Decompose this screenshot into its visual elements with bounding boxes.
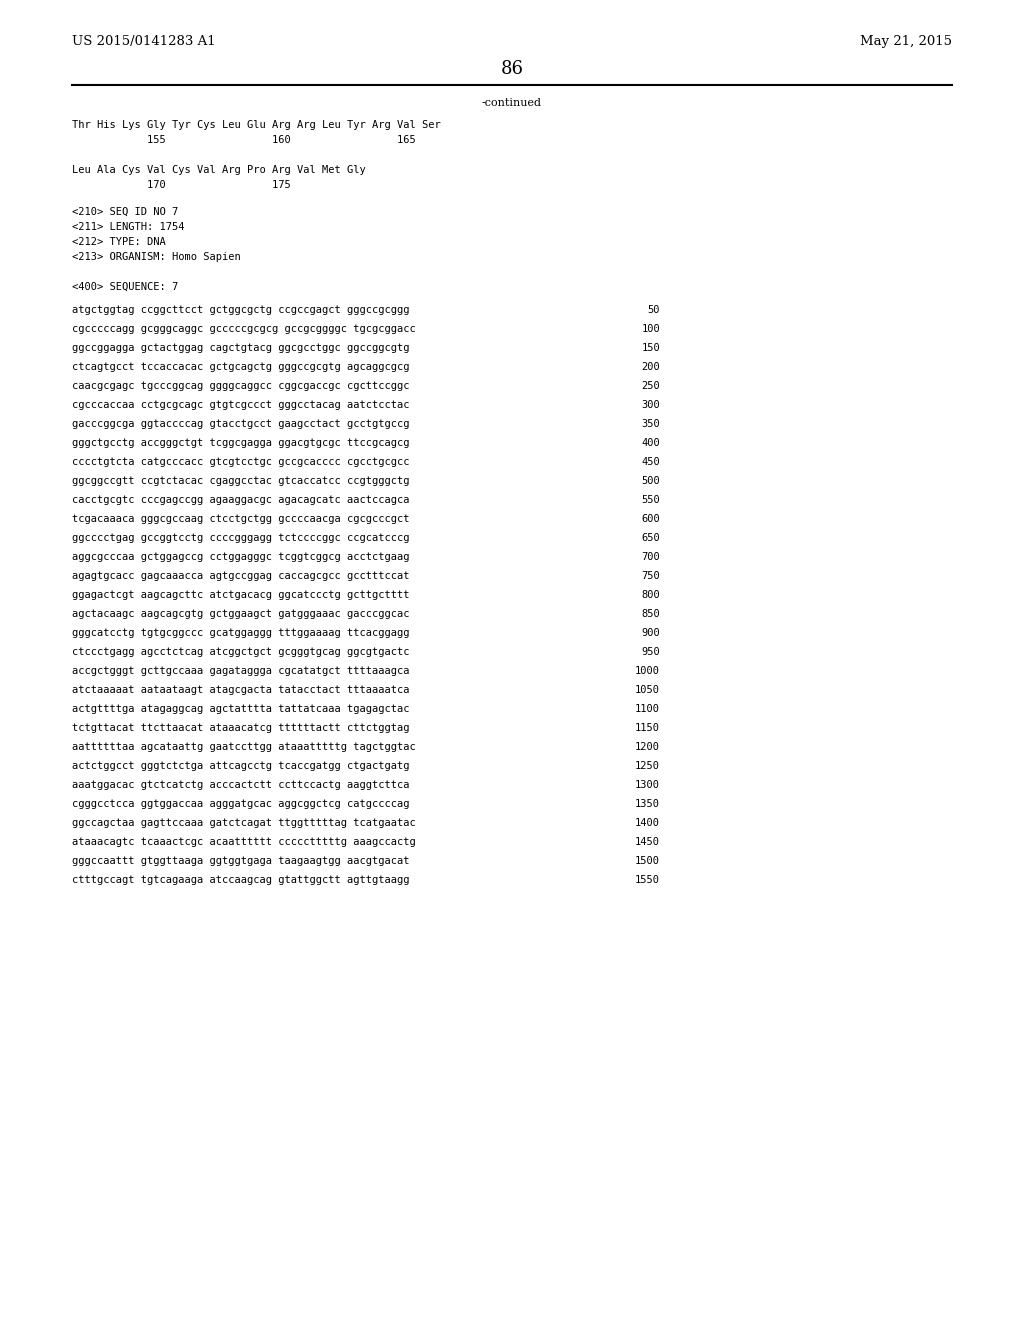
Text: 1200: 1200: [635, 742, 660, 752]
Text: 170                 175: 170 175: [72, 180, 291, 190]
Text: actgttttga atagaggcag agctatttta tattatcaaa tgagagctac: actgttttga atagaggcag agctatttta tattatc…: [72, 704, 410, 714]
Text: tctgttacat ttcttaacat ataaacatcg ttttttactt cttctggtag: tctgttacat ttcttaacat ataaacatcg tttttta…: [72, 723, 410, 733]
Text: 650: 650: [641, 533, 660, 543]
Text: 1100: 1100: [635, 704, 660, 714]
Text: 800: 800: [641, 590, 660, 601]
Text: <400> SEQUENCE: 7: <400> SEQUENCE: 7: [72, 282, 178, 292]
Text: 100: 100: [641, 323, 660, 334]
Text: actctggcct gggtctctga attcagcctg tcaccgatgg ctgactgatg: actctggcct gggtctctga attcagcctg tcaccga…: [72, 762, 410, 771]
Text: 86: 86: [501, 59, 523, 78]
Text: gggctgcctg accgggctgt tcggcgagga ggacgtgcgc ttccgcagcg: gggctgcctg accgggctgt tcggcgagga ggacgtg…: [72, 438, 410, 447]
Text: caacgcgagc tgcccggcag ggggcaggcc cggcgaccgc cgcttccggc: caacgcgagc tgcccggcag ggggcaggcc cggcgac…: [72, 381, 410, 391]
Text: tcgacaaaca gggcgccaag ctcctgctgg gccccaacga cgcgcccgct: tcgacaaaca gggcgccaag ctcctgctgg gccccaa…: [72, 513, 410, 524]
Text: 155                 160                 165: 155 160 165: [72, 135, 416, 145]
Text: ggccggagga gctactggag cagctgtacg ggcgcctggc ggccggcgtg: ggccggagga gctactggag cagctgtacg ggcgcct…: [72, 343, 410, 352]
Text: ggagactcgt aagcagcttc atctgacacg ggcatccctg gcttgctttt: ggagactcgt aagcagcttc atctgacacg ggcatcc…: [72, 590, 410, 601]
Text: 1500: 1500: [635, 855, 660, 866]
Text: 1400: 1400: [635, 818, 660, 828]
Text: 1300: 1300: [635, 780, 660, 789]
Text: aggcgcccaa gctggagccg cctggagggc tcggtcggcg acctctgaag: aggcgcccaa gctggagccg cctggagggc tcggtcg…: [72, 552, 410, 562]
Text: cccctgtcta catgcccacc gtcgtcctgc gccgcacccc cgcctgcgcc: cccctgtcta catgcccacc gtcgtcctgc gccgcac…: [72, 457, 410, 467]
Text: cgcccccagg gcgggcaggc gcccccgcgcg gccgcggggc tgcgcggacc: cgcccccagg gcgggcaggc gcccccgcgcg gccgcg…: [72, 323, 416, 334]
Text: <211> LENGTH: 1754: <211> LENGTH: 1754: [72, 222, 184, 232]
Text: <213> ORGANISM: Homo Sapien: <213> ORGANISM: Homo Sapien: [72, 252, 241, 261]
Text: 1150: 1150: [635, 723, 660, 733]
Text: ggcccctgag gccggtcctg ccccgggagg tctccccggc ccgcatcccg: ggcccctgag gccggtcctg ccccgggagg tctcccc…: [72, 533, 410, 543]
Text: accgctgggt gcttgccaaa gagataggga cgcatatgct ttttaaagca: accgctgggt gcttgccaaa gagataggga cgcatat…: [72, 667, 410, 676]
Text: 600: 600: [641, 513, 660, 524]
Text: ctccctgagg agcctctcag atcggctgct gcgggtgcag ggcgtgactc: ctccctgagg agcctctcag atcggctgct gcgggtg…: [72, 647, 410, 657]
Text: US 2015/0141283 A1: US 2015/0141283 A1: [72, 36, 216, 48]
Text: May 21, 2015: May 21, 2015: [860, 36, 952, 48]
Text: gggcatcctg tgtgcggccc gcatggaggg tttggaaaag ttcacggagg: gggcatcctg tgtgcggccc gcatggaggg tttggaa…: [72, 628, 410, 638]
Text: cgggcctcca ggtggaccaa agggatgcac aggcggctcg catgccccag: cgggcctcca ggtggaccaa agggatgcac aggcggc…: [72, 799, 410, 809]
Text: 500: 500: [641, 477, 660, 486]
Text: -continued: -continued: [482, 98, 542, 108]
Text: 1350: 1350: [635, 799, 660, 809]
Text: 50: 50: [647, 305, 660, 315]
Text: atgctggtag ccggcttcct gctggcgctg ccgccgagct gggccgcggg: atgctggtag ccggcttcct gctggcgctg ccgccga…: [72, 305, 410, 315]
Text: 750: 750: [641, 572, 660, 581]
Text: 700: 700: [641, 552, 660, 562]
Text: 900: 900: [641, 628, 660, 638]
Text: 550: 550: [641, 495, 660, 506]
Text: ggcggccgtt ccgtctacac cgaggcctac gtcaccatcc ccgtgggctg: ggcggccgtt ccgtctacac cgaggcctac gtcacca…: [72, 477, 410, 486]
Text: 1450: 1450: [635, 837, 660, 847]
Text: agctacaagc aagcagcgtg gctggaagct gatgggaaac gacccggcac: agctacaagc aagcagcgtg gctggaagct gatggga…: [72, 609, 410, 619]
Text: 850: 850: [641, 609, 660, 619]
Text: <212> TYPE: DNA: <212> TYPE: DNA: [72, 238, 166, 247]
Text: 350: 350: [641, 418, 660, 429]
Text: agagtgcacc gagcaaacca agtgccggag caccagcgcc gcctttccat: agagtgcacc gagcaaacca agtgccggag caccagc…: [72, 572, 410, 581]
Text: cacctgcgtc cccgagccgg agaaggacgc agacagcatc aactccagca: cacctgcgtc cccgagccgg agaaggacgc agacagc…: [72, 495, 410, 506]
Text: cgcccaccaa cctgcgcagc gtgtcgccct gggcctacag aatctcctac: cgcccaccaa cctgcgcagc gtgtcgccct gggccta…: [72, 400, 410, 411]
Text: 1050: 1050: [635, 685, 660, 696]
Text: 400: 400: [641, 438, 660, 447]
Text: gggccaattt gtggttaaga ggtggtgaga taagaagtgg aacgtgacat: gggccaattt gtggttaaga ggtggtgaga taagaag…: [72, 855, 410, 866]
Text: aattttttaa agcataattg gaatccttgg ataaatttttg tagctggtac: aattttttaa agcataattg gaatccttgg ataaatt…: [72, 742, 416, 752]
Text: 250: 250: [641, 381, 660, 391]
Text: 300: 300: [641, 400, 660, 411]
Text: 1550: 1550: [635, 875, 660, 884]
Text: aaatggacac gtctcatctg acccactctt ccttccactg aaggtcttca: aaatggacac gtctcatctg acccactctt ccttcca…: [72, 780, 410, 789]
Text: ctttgccagt tgtcagaaga atccaagcag gtattggctt agttgtaagg: ctttgccagt tgtcagaaga atccaagcag gtattgg…: [72, 875, 410, 884]
Text: 150: 150: [641, 343, 660, 352]
Text: 1000: 1000: [635, 667, 660, 676]
Text: ggccagctaa gagttccaaa gatctcagat ttggtttttag tcatgaatac: ggccagctaa gagttccaaa gatctcagat ttggttt…: [72, 818, 416, 828]
Text: 1250: 1250: [635, 762, 660, 771]
Text: Thr His Lys Gly Tyr Cys Leu Glu Arg Arg Leu Tyr Arg Val Ser: Thr His Lys Gly Tyr Cys Leu Glu Arg Arg …: [72, 120, 440, 129]
Text: 950: 950: [641, 647, 660, 657]
Text: ctcagtgcct tccaccacac gctgcagctg gggccgcgtg agcaggcgcg: ctcagtgcct tccaccacac gctgcagctg gggccgc…: [72, 362, 410, 372]
Text: ataaacagtc tcaaactcgc acaatttttt ccccctttttg aaagccactg: ataaacagtc tcaaactcgc acaatttttt ccccctt…: [72, 837, 416, 847]
Text: 200: 200: [641, 362, 660, 372]
Text: atctaaaaat aataataagt atagcgacta tatacctact tttaaaatca: atctaaaaat aataataagt atagcgacta tatacct…: [72, 685, 410, 696]
Text: Leu Ala Cys Val Cys Val Arg Pro Arg Val Met Gly: Leu Ala Cys Val Cys Val Arg Pro Arg Val …: [72, 165, 366, 176]
Text: gacccggcga ggtaccccag gtacctgcct gaagcctact gcctgtgccg: gacccggcga ggtaccccag gtacctgcct gaagcct…: [72, 418, 410, 429]
Text: 450: 450: [641, 457, 660, 467]
Text: <210> SEQ ID NO 7: <210> SEQ ID NO 7: [72, 207, 178, 216]
